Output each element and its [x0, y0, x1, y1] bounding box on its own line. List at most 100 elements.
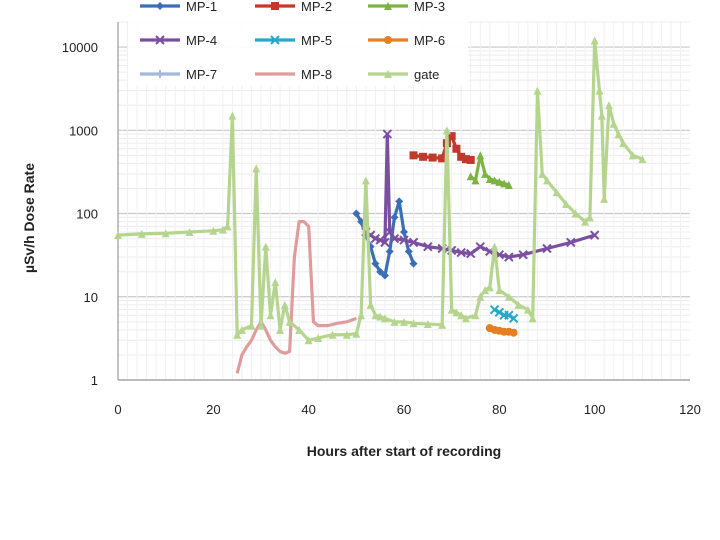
legend-marker-mp-1: [156, 2, 164, 10]
data-point-gate: [218, 225, 227, 234]
data-point-mp-1: [395, 197, 404, 206]
data-point-mp-1: [390, 213, 399, 222]
data-point-mp-4: [466, 248, 476, 259]
data-point-gate: [342, 330, 351, 339]
y-tick-label: 10: [84, 290, 98, 305]
data-point-gate: [352, 329, 361, 338]
data-point-gate: [400, 317, 408, 326]
y-axis-title: µSv/h Dose Rate: [21, 163, 37, 273]
data-point-gate: [597, 111, 606, 120]
data-point-mp-2: [409, 151, 418, 160]
data-point-gate: [485, 283, 494, 292]
data-point-mp-4: [566, 237, 576, 248]
data-point-mp-3: [500, 179, 509, 188]
data-point-gate: [609, 119, 618, 128]
data-point-gate: [361, 176, 370, 185]
data-point-mp-2: [438, 154, 447, 163]
legend-marker-gate: [384, 70, 392, 78]
data-point-mp-3: [490, 176, 499, 185]
data-point-mp-2: [461, 155, 470, 164]
data-point-mp-5: [504, 310, 514, 320]
data-point-gate: [237, 325, 246, 334]
data-point-mp-1: [404, 247, 413, 256]
data-point-gate: [137, 229, 146, 238]
data-point-gate: [471, 311, 480, 320]
series-mp-3: [466, 151, 513, 190]
data-point-mp-3: [495, 177, 504, 186]
data-point-gate: [266, 311, 275, 320]
legend-marker-mp-6: [384, 36, 392, 44]
data-point-gate: [604, 101, 613, 110]
data-point-mp-2: [457, 152, 466, 161]
data-point-mp-4: [389, 233, 400, 244]
series-mp-5: [489, 304, 519, 324]
legend-label-mp-4: MP-4: [186, 33, 217, 48]
legend: MP-1 MP-2 MP-3 MP-4 MP-5 MP-6 MP-7 MP-8 gate: [128, 0, 468, 86]
data-point-mp-3: [481, 169, 490, 178]
data-point-gate: [252, 164, 261, 173]
legend-item-mp-8: MP-8: [255, 67, 332, 82]
data-point-mp-3: [485, 174, 494, 183]
data-point-gate: [261, 242, 270, 251]
series-line-mp-8: [235, 219, 357, 374]
data-point-gate: [461, 314, 470, 323]
series-gate: [114, 36, 647, 345]
data-point-gate: [619, 139, 628, 148]
data-point-gate: [328, 330, 337, 339]
data-point-gate: [581, 217, 590, 226]
data-point-gate: [571, 209, 580, 218]
legend-item-mp-1: MP-1: [140, 0, 217, 14]
data-point-gate: [447, 305, 456, 314]
data-point-mp-1: [371, 259, 380, 268]
data-point-mp-3: [504, 181, 513, 190]
data-point-gate: [228, 111, 237, 120]
data-point-gate: [533, 86, 542, 95]
data-point-gate: [223, 222, 232, 231]
data-point-mp-4: [384, 227, 395, 237]
data-point-mp-2: [466, 155, 475, 164]
series-mp-2: [409, 132, 475, 164]
legend-item-gate: gate: [368, 67, 439, 82]
data-point-gate: [371, 311, 380, 320]
data-point-gate: [595, 86, 604, 95]
data-point-mp-6: [509, 328, 518, 337]
data-point-gate: [380, 314, 389, 323]
data-point-mp-4: [456, 247, 466, 258]
data-point-gate: [457, 311, 466, 320]
data-point-mp-3: [471, 176, 480, 185]
legend-label-mp-1: MP-1: [186, 0, 217, 14]
legend-box: [128, 0, 468, 86]
legend-marker-mp-3: [384, 2, 392, 10]
data-point-gate: [276, 325, 285, 334]
data-point-mp-5: [494, 307, 505, 318]
legend-item-mp-7: MP-7: [140, 67, 217, 82]
legend-label-mp-5: MP-5: [301, 33, 332, 48]
data-point-gate: [304, 336, 313, 345]
data-point-mp-1: [400, 227, 408, 236]
legend-label-mp-2: MP-2: [301, 0, 332, 14]
x-tick-label: 100: [584, 402, 606, 417]
data-point-mp-1: [352, 209, 361, 218]
data-point-gate: [452, 308, 461, 317]
data-point-mp-4: [518, 250, 528, 260]
x-tick-label: 60: [397, 402, 411, 417]
data-point-mp-4: [504, 252, 514, 262]
x-tick-label: 80: [492, 402, 506, 417]
data-point-mp-4: [399, 235, 409, 245]
data-point-mp-4: [375, 235, 385, 245]
data-point-gate: [614, 130, 623, 139]
data-point-gate: [523, 305, 532, 314]
y-tick-label: 1000: [69, 123, 98, 138]
legend-label-mp-8: MP-8: [301, 67, 332, 82]
data-point-mp-3: [466, 172, 475, 181]
data-point-gate: [476, 292, 485, 301]
legend-item-mp-4: MP-4: [140, 33, 217, 48]
y-tick-label: 10000: [62, 40, 98, 55]
x-tick-label: 40: [301, 402, 315, 417]
data-point-gate: [585, 213, 594, 222]
data-point-gate: [638, 155, 647, 164]
data-point-gate: [295, 325, 304, 334]
data-point-mp-4: [423, 241, 433, 252]
